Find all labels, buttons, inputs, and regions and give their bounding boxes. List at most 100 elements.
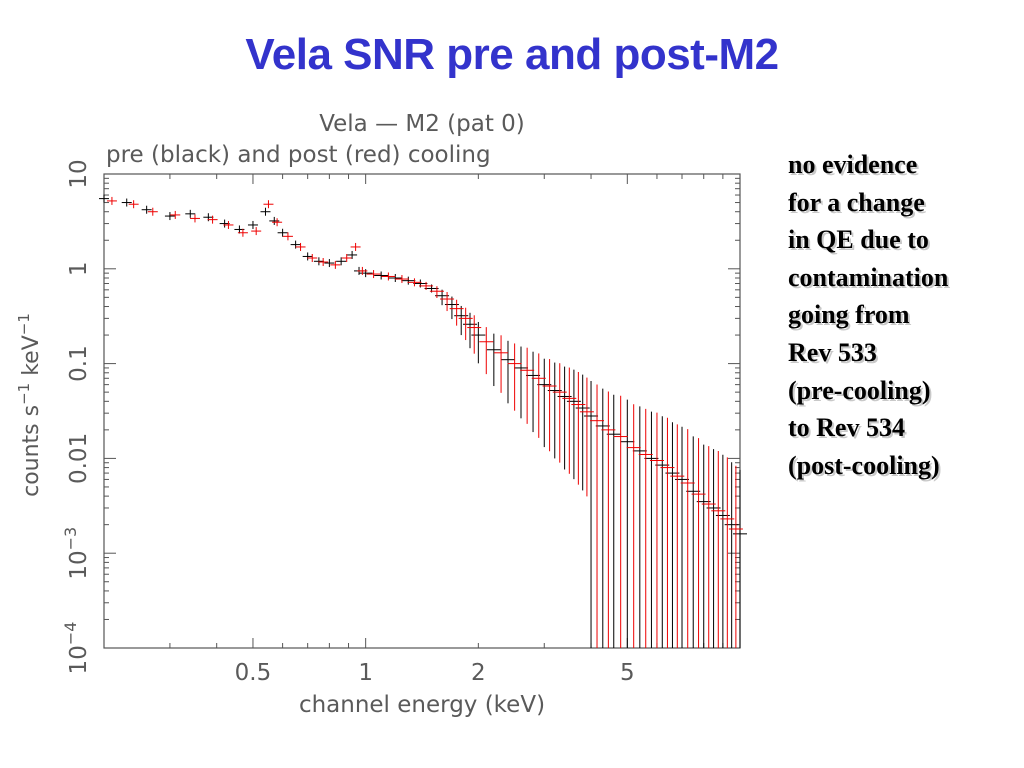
data-point-post: [330, 260, 341, 269]
data-point-post: [106, 196, 117, 205]
data-point-pre: [277, 228, 288, 237]
annotation-line: no evidence: [788, 150, 918, 179]
data-point-post: [341, 253, 352, 262]
data-point-post: [542, 359, 557, 452]
data-point-post: [440, 292, 455, 312]
data-point-pre: [269, 216, 280, 225]
data-point-post: [562, 367, 577, 474]
data-point-post: [318, 257, 329, 266]
data-point-post: [552, 363, 567, 463]
data-point-post: [701, 446, 716, 648]
annotation-line: Rev 533: [788, 337, 877, 367]
y-axis-label: counts s−1 keV−1: [15, 313, 44, 497]
data-point-post: [579, 377, 594, 497]
data-point-pre: [358, 269, 373, 278]
data-point-post: [147, 207, 158, 216]
data-point-post: [394, 275, 409, 284]
data-point-pre: [632, 406, 647, 648]
data-point-post: [407, 278, 422, 287]
x-tick-label: 0.5: [235, 660, 272, 686]
data-point-pre: [486, 333, 501, 387]
data-point-pre: [336, 257, 347, 266]
data-point-post: [366, 270, 381, 279]
data-point-post: [263, 200, 274, 209]
annotation-text: no evidence for a change in QE due to conta…: [788, 146, 1018, 484]
x-axis-label: channel energy (keV): [299, 692, 545, 718]
data-point-post: [449, 299, 464, 326]
data-point-post: [680, 429, 695, 648]
data-point-pre: [260, 207, 271, 216]
data-point-pre: [99, 194, 109, 203]
data-point-pre: [247, 220, 258, 229]
x-tick-label: 1: [358, 660, 373, 686]
data-point-post: [638, 408, 653, 648]
data-point-post: [237, 228, 248, 237]
data-point-post: [223, 220, 234, 229]
annotation-line: (pre-cooling): [788, 375, 931, 405]
data-point-pre: [374, 271, 389, 280]
data-point-pre: [388, 273, 403, 282]
data-point-pre: [686, 436, 701, 648]
data-point-post: [571, 371, 586, 485]
y-tick-label: 0.01: [66, 433, 92, 484]
y-tick-label: 10−4: [61, 622, 92, 675]
data-point-post: [507, 343, 522, 411]
data-point-pre: [575, 374, 590, 491]
chart-subtitle: pre (black) and post (red) cooling: [106, 142, 491, 168]
data-point-pre: [141, 205, 152, 214]
annotation-line: to Rev 534: [788, 413, 905, 443]
data-point-post: [307, 253, 318, 262]
data-point-post: [494, 335, 509, 393]
data-point-post: [207, 215, 218, 224]
data-point-post: [601, 391, 616, 648]
y-tick-label: 0.1: [66, 345, 92, 382]
data-point-post: [170, 210, 181, 219]
data-point-pre: [302, 252, 313, 261]
data-point-pre: [185, 209, 196, 218]
data-point-post: [282, 232, 293, 241]
data-point-post: [531, 353, 546, 438]
data-point-pre: [121, 198, 132, 207]
data-point-post: [467, 315, 482, 354]
data-point-pre: [724, 462, 739, 648]
y-tick-label: 10: [66, 159, 92, 188]
data-point-post: [458, 307, 473, 341]
data-point-pre: [513, 346, 528, 419]
annotation-line: contamination: [788, 262, 949, 292]
data-point-pre: [584, 380, 599, 648]
data-point-post: [381, 272, 396, 281]
data-point-post: [350, 242, 361, 251]
data-point-pre: [733, 469, 747, 648]
data-point-post: [626, 404, 641, 648]
data-point-pre: [313, 257, 324, 266]
data-point-post: [520, 347, 535, 424]
data-point-post: [691, 438, 706, 648]
data-point-pre: [347, 250, 358, 259]
chart-title: Vela — M2 (pat 0): [319, 111, 525, 137]
data-point-post: [590, 384, 605, 648]
y-tick-label: 10−3: [61, 527, 92, 580]
data-point-pre: [620, 399, 635, 648]
data-point-post: [295, 242, 306, 251]
annotation-line: in QE due to: [788, 225, 929, 255]
data-point-pre: [537, 358, 552, 448]
data-point-pre: [644, 411, 659, 648]
x-tick-label: 2: [471, 660, 486, 686]
data-point-post: [189, 214, 200, 223]
data-point-post: [728, 465, 743, 648]
data-point-post: [613, 395, 628, 648]
x-tick-label: 5: [620, 660, 635, 686]
y-tick-label: 1: [66, 261, 92, 276]
data-point-post: [128, 200, 139, 209]
data-point-post: [720, 457, 735, 648]
data-series: [99, 194, 747, 648]
data-point-post: [649, 412, 664, 648]
data-point-post: [251, 227, 262, 236]
data-point-post: [429, 286, 444, 298]
data-point-pre: [164, 212, 175, 221]
annotation-line: going from: [788, 300, 910, 330]
plot-frame: [103, 173, 741, 649]
data-point-post: [272, 218, 283, 227]
data-point-pre: [526, 351, 541, 433]
data-point-pre: [324, 259, 335, 268]
